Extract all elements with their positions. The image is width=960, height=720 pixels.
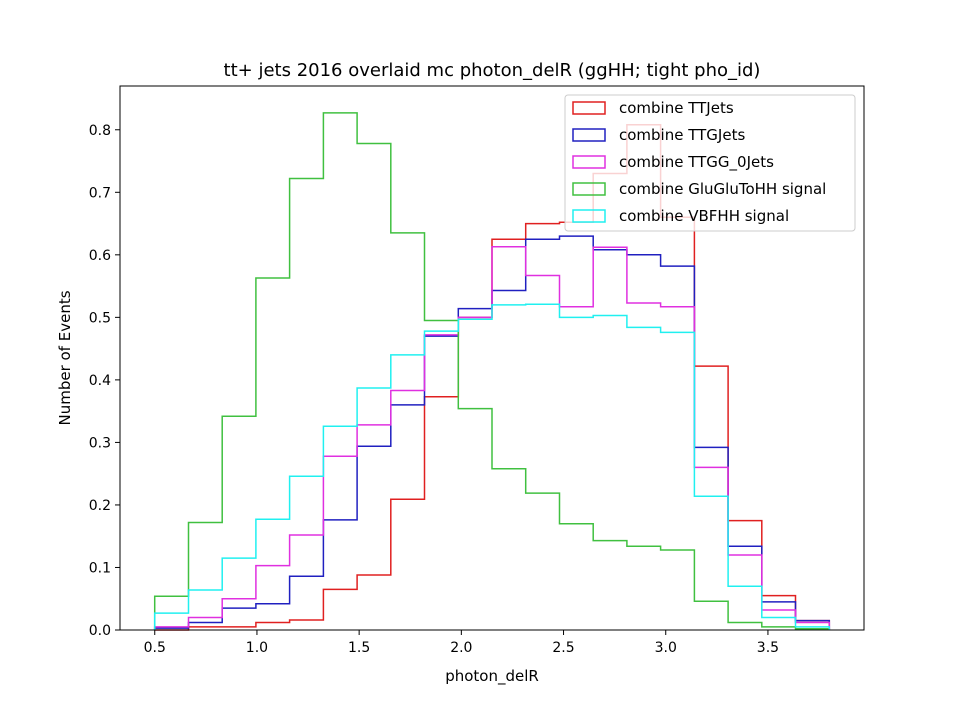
x-axis-ticks: 0.5 1.0 1.5 2.0 2.5 3.0 3.5 <box>144 630 779 656</box>
legend: combine TTJets combine TTGJets combine TTG… <box>564 94 856 232</box>
legend-frame <box>564 94 856 232</box>
legend-label-5: combine VBFHH signal <box>619 207 789 225</box>
legend-swatch-3 <box>572 155 606 169</box>
x-tick-label: 0.5 <box>144 640 166 656</box>
legend-label-2: combine TTGJets <box>619 126 745 144</box>
y-axis-ticks: 0.0 0.1 0.2 0.3 0.4 0.5 0.6 0.7 0.8 <box>89 123 120 639</box>
chart-title: tt+ jets 2016 overlaid mc photon_delR (g… <box>224 60 761 81</box>
x-tick-label: 1.5 <box>348 640 370 656</box>
x-tick-label: 2.5 <box>552 640 574 656</box>
plot-frame <box>119 85 865 631</box>
series-1-histogram <box>154 124 831 631</box>
legend-swatch-5 <box>572 209 606 223</box>
x-tick-label: 3.0 <box>655 640 677 656</box>
legend-label-4: combine GluGluToHH signal <box>619 180 826 198</box>
y-tick-label: 0.1 <box>89 560 111 576</box>
series-layer <box>153 112 831 631</box>
y-tick-label: 0.2 <box>89 498 111 514</box>
y-tick-label: 0.4 <box>89 373 111 389</box>
y-tick-label: 0.5 <box>89 310 111 326</box>
y-tick-label: 0.3 <box>89 435 111 451</box>
legend-label-3: combine TTGG_0Jets <box>619 153 774 172</box>
y-tick-label: 0.0 <box>89 623 111 639</box>
x-tick-label: 3.5 <box>757 640 779 656</box>
legend-label-1: combine TTJets <box>619 99 734 117</box>
series-4-histogram <box>153 112 831 630</box>
x-tick-label: 2.0 <box>450 640 472 656</box>
y-tick-label: 0.6 <box>89 248 111 264</box>
series-5-histogram <box>153 303 831 630</box>
y-tick-label: 0.8 <box>89 123 111 139</box>
legend-swatch-2 <box>572 128 606 142</box>
series-3-histogram <box>153 245 831 630</box>
x-tick-label: 1.0 <box>246 640 268 656</box>
y-tick-label: 0.7 <box>89 185 111 201</box>
y-axis-label: Number of Events <box>56 290 74 425</box>
x-axis-label: photon_delR <box>445 667 539 686</box>
legend-swatch-4 <box>572 182 606 196</box>
legend-swatch-1 <box>572 101 606 115</box>
